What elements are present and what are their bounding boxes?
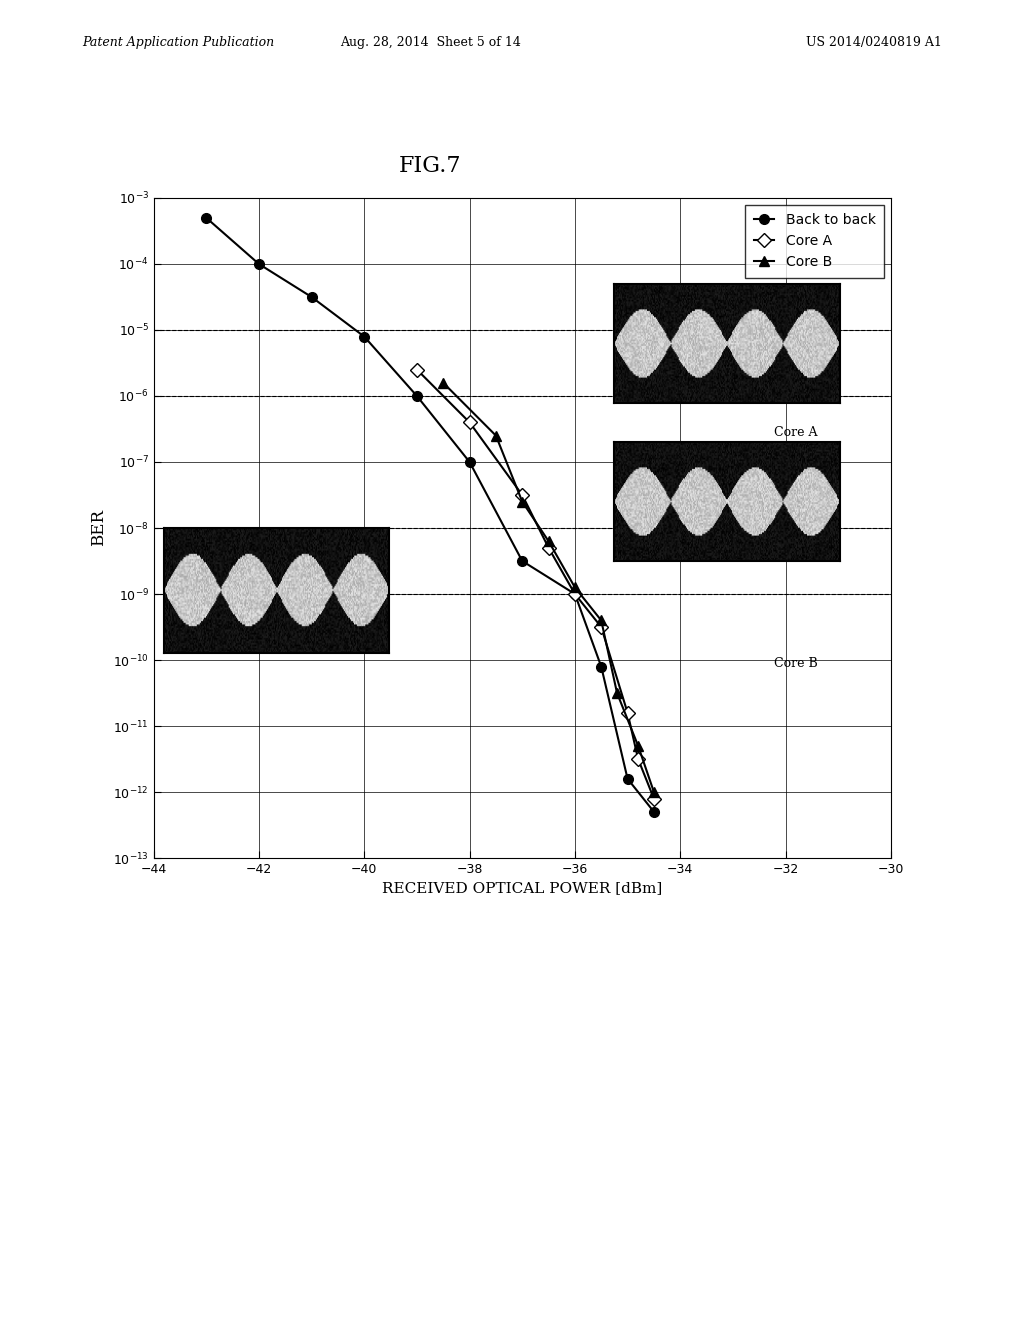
Text: Back to back: Back to back	[180, 630, 262, 643]
Core B	[648, 784, 660, 800]
Core A	[595, 619, 607, 635]
Text: Core A: Core A	[774, 425, 818, 438]
Core B	[437, 375, 450, 391]
Back to back	[595, 659, 607, 675]
Back to back	[648, 804, 660, 820]
Text: Core B: Core B	[774, 656, 818, 669]
Legend: Back to back, Core A, Core B: Back to back, Core A, Core B	[745, 205, 884, 277]
Core A	[516, 487, 528, 503]
Back to back	[411, 388, 423, 404]
Core A	[464, 414, 476, 430]
X-axis label: RECEIVED OPTICAL POWER [dBm]: RECEIVED OPTICAL POWER [dBm]	[382, 882, 663, 895]
Core B	[568, 579, 581, 595]
Core A	[648, 791, 660, 807]
Back to back	[200, 210, 212, 226]
Core B	[543, 533, 555, 549]
Back to back	[305, 289, 317, 305]
Core B	[516, 494, 528, 510]
Text: Patent Application Publication: Patent Application Publication	[82, 36, 274, 49]
Core B	[611, 685, 624, 701]
Core B	[632, 738, 644, 754]
Y-axis label: BER: BER	[90, 510, 108, 546]
Line: Core B: Core B	[438, 378, 658, 797]
Core A	[632, 751, 644, 767]
Back to back	[253, 256, 265, 272]
Line: Core A: Core A	[412, 364, 658, 804]
Back to back	[464, 454, 476, 470]
Core A	[543, 540, 555, 556]
Core B	[595, 612, 607, 628]
Core A	[622, 705, 634, 721]
Back to back	[622, 771, 634, 787]
Back to back	[568, 586, 581, 602]
Core B	[489, 428, 502, 444]
Core A	[411, 362, 423, 378]
Text: Aug. 28, 2014  Sheet 5 of 14: Aug. 28, 2014 Sheet 5 of 14	[340, 36, 520, 49]
Core A	[568, 586, 581, 602]
Line: Back to back: Back to back	[202, 213, 658, 817]
Text: FIG.7: FIG.7	[398, 154, 462, 177]
Back to back	[516, 553, 528, 569]
Text: US 2014/0240819 A1: US 2014/0240819 A1	[806, 36, 942, 49]
Back to back	[358, 329, 371, 345]
